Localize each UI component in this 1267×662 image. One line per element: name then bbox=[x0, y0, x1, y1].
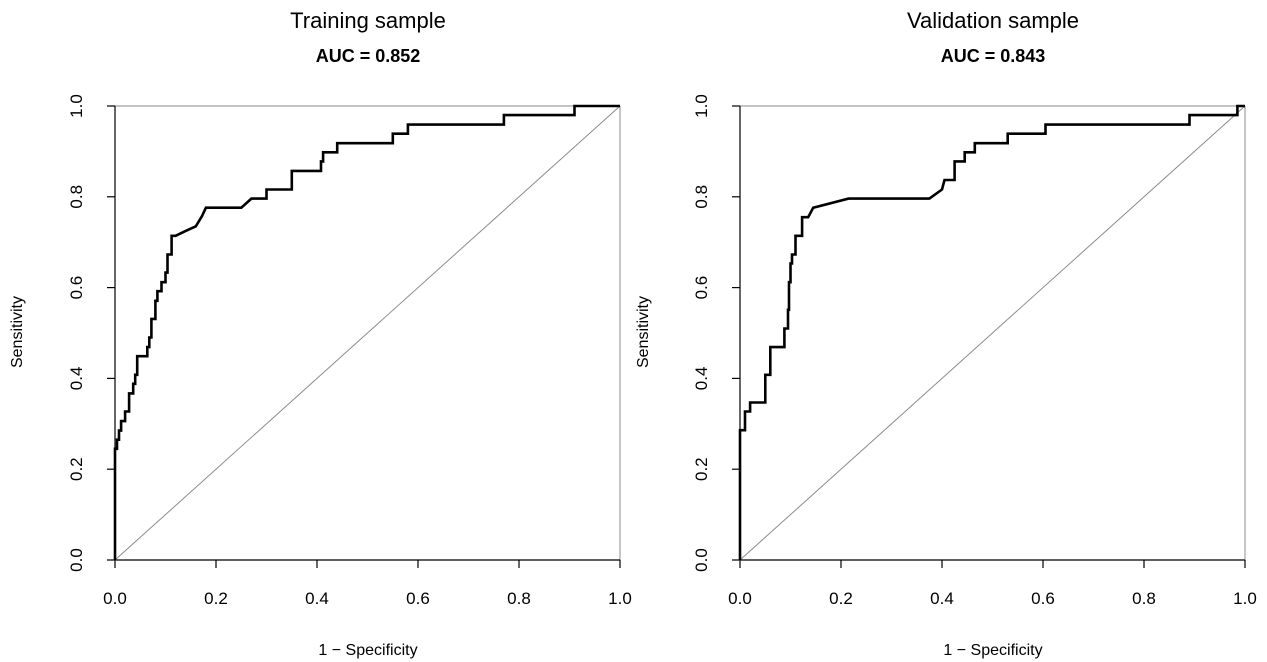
y-tick-label: 0.8 bbox=[67, 185, 86, 209]
chart-title: Validation sample bbox=[907, 8, 1079, 33]
x-tick-label: 0.2 bbox=[204, 589, 228, 608]
x-tick-label: 0.6 bbox=[406, 589, 430, 608]
y-tick-label: 0.2 bbox=[692, 457, 711, 481]
panel-validation: Validation sample AUC = 0.843 1 − Specif… bbox=[635, 8, 1257, 659]
y-tick-label: 1.0 bbox=[692, 94, 711, 118]
x-tick-label: 1.0 bbox=[608, 589, 632, 608]
x-tick-label: 0.8 bbox=[1132, 589, 1156, 608]
x-tick-label: 0.4 bbox=[930, 589, 954, 608]
x-axis-label: 1 − Specificity bbox=[943, 642, 1042, 659]
x-tick-label: 0.8 bbox=[507, 589, 531, 608]
chart-title: Training sample bbox=[290, 8, 446, 33]
x-tick-label: 0.2 bbox=[829, 589, 853, 608]
reference-diagonal bbox=[739, 105, 1246, 561]
panel-training: Training sample AUC = 0.852 1 − Specific… bbox=[9, 8, 632, 659]
y-tick-label: 0.0 bbox=[67, 548, 86, 572]
y-axis-label: Sensitivity bbox=[635, 296, 652, 368]
reference-diagonal bbox=[114, 105, 621, 561]
y-tick-label: 0.4 bbox=[67, 367, 86, 391]
x-tick-label: 0.0 bbox=[103, 589, 127, 608]
y-tick-label: 0.4 bbox=[692, 367, 711, 391]
x-tick-label: 0.4 bbox=[305, 589, 329, 608]
roc-curve bbox=[113, 104, 620, 560]
y-tick-label: 1.0 bbox=[67, 94, 86, 118]
y-tick-label: 0.2 bbox=[67, 457, 86, 481]
y-tick-label: 0.6 bbox=[692, 276, 711, 300]
x-tick-label: 0.6 bbox=[1031, 589, 1055, 608]
y-tick-label: 0.8 bbox=[692, 185, 711, 209]
y-tick-label: 0.0 bbox=[692, 548, 711, 572]
y-axis-label: Sensitivity bbox=[9, 296, 26, 368]
chart-subtitle: AUC = 0.843 bbox=[941, 46, 1046, 66]
x-tick-label: 0.0 bbox=[728, 589, 752, 608]
x-axis-label: 1 − Specificity bbox=[318, 642, 417, 659]
x-tick-label: 1.0 bbox=[1233, 589, 1257, 608]
roc-curve bbox=[738, 104, 1245, 560]
y-tick-label: 0.6 bbox=[67, 276, 86, 300]
chart-subtitle: AUC = 0.852 bbox=[316, 46, 421, 66]
